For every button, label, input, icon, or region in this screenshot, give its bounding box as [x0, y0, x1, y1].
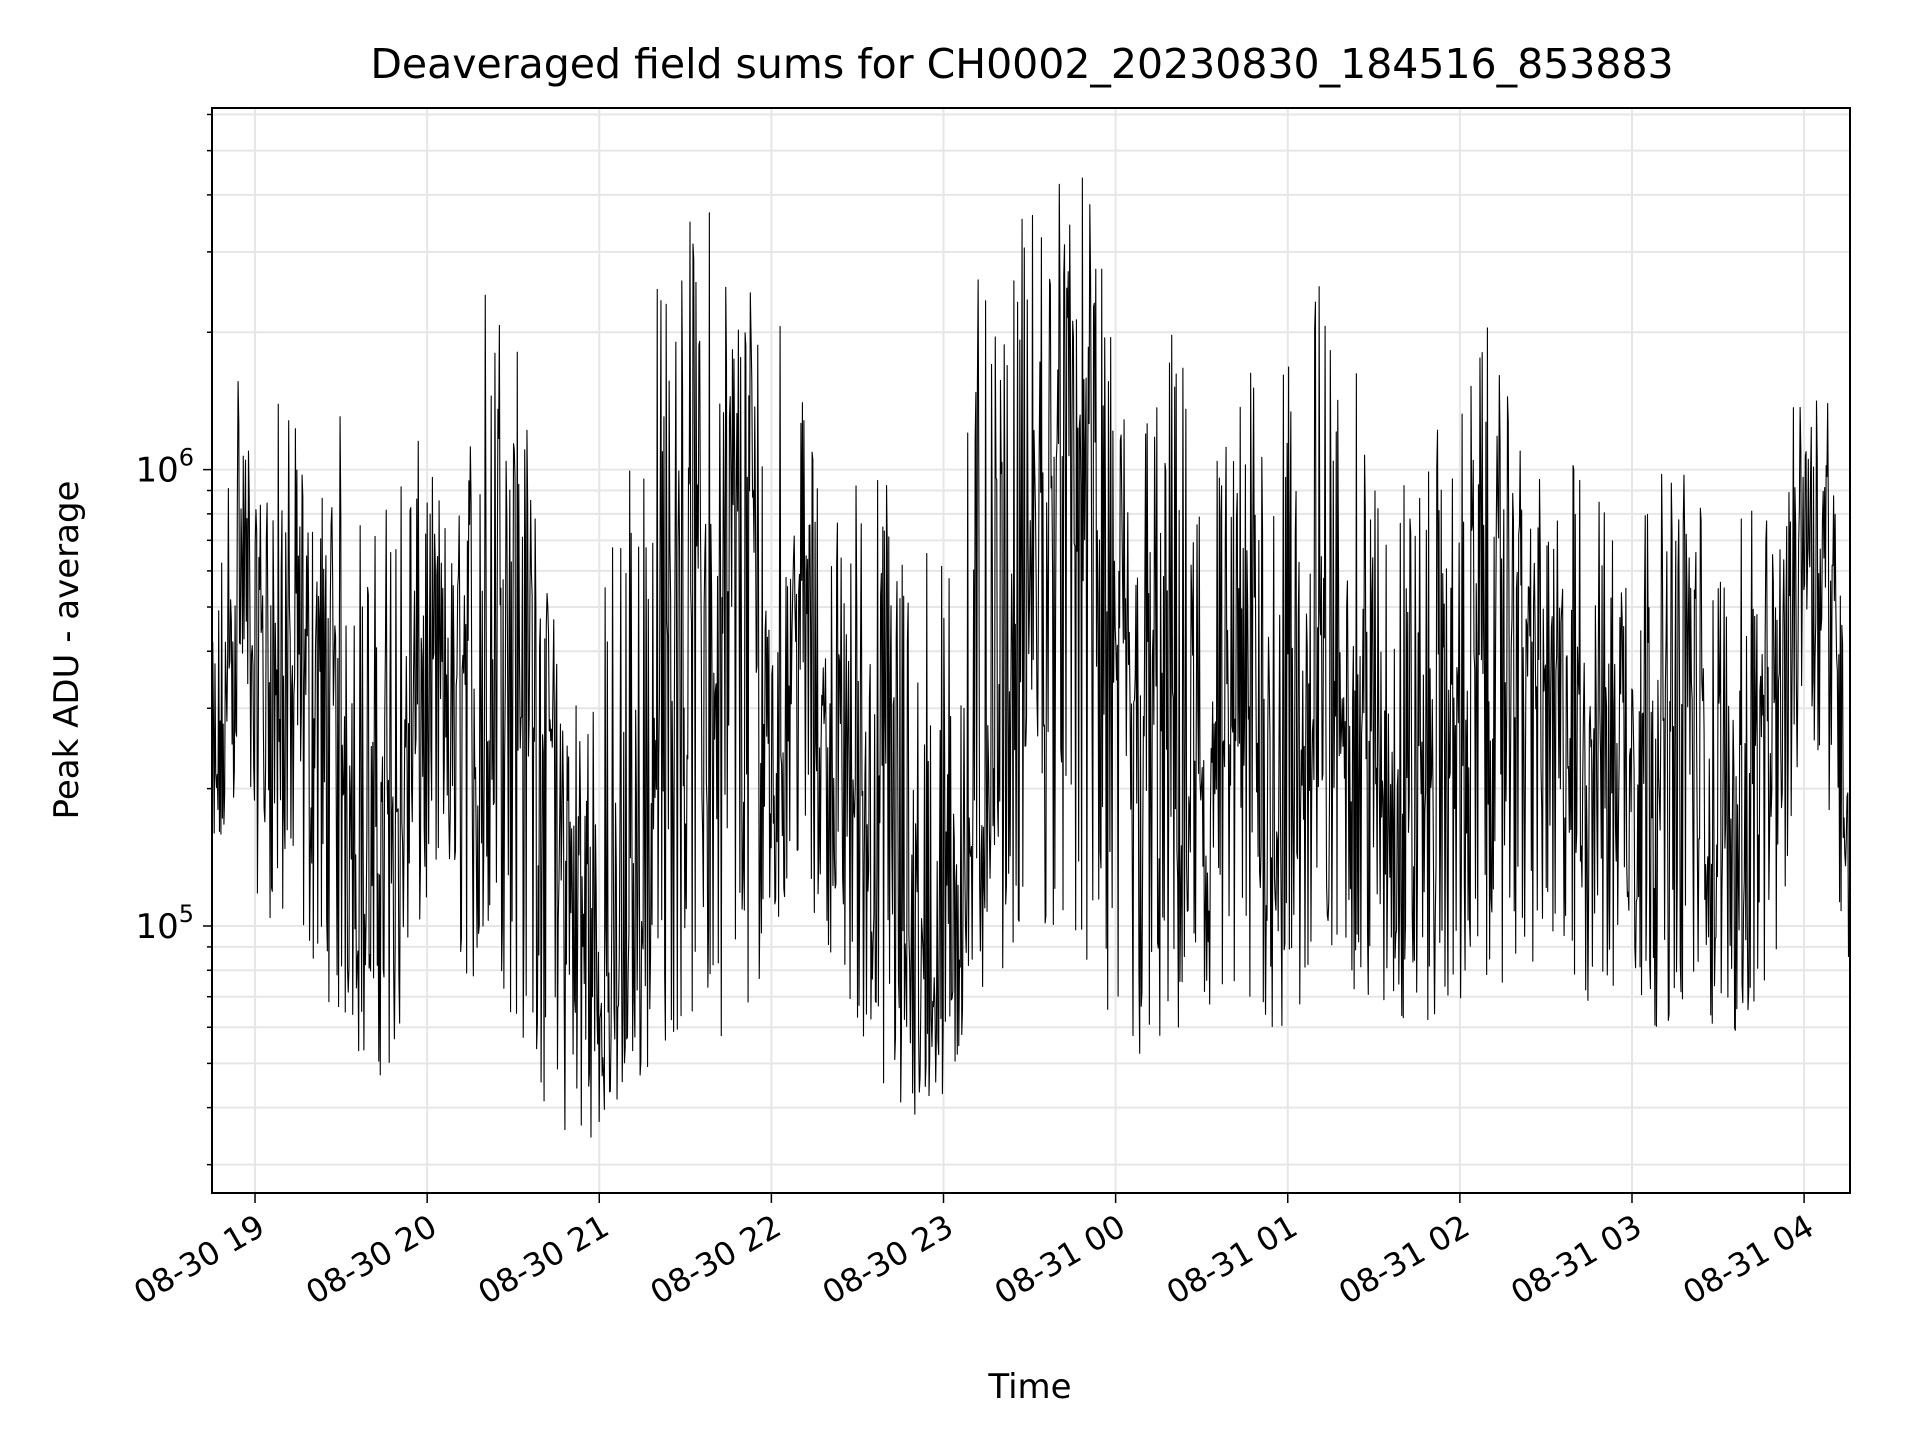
y-tick-exponent: 6: [179, 444, 194, 472]
y-tick-base: 10: [135, 451, 178, 491]
chart-title: Deaveraged field sums for CH0002_2023083…: [370, 40, 1673, 88]
y-axis-label: Peak ADU - average: [47, 481, 87, 820]
series-layer: [211, 177, 1851, 1138]
y-tick-base: 10: [135, 907, 178, 947]
series-line: [211, 177, 1851, 1138]
y-tick-exponent: 5: [179, 900, 194, 928]
y-tick-label: 106: [135, 444, 194, 491]
x-axis-label: Time: [987, 1367, 1071, 1407]
y-tick-label: 105: [135, 900, 194, 947]
